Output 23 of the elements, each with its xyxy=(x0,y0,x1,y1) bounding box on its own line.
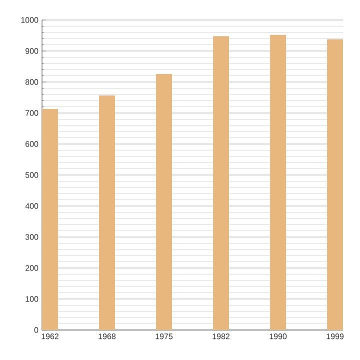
bar xyxy=(327,39,344,330)
x-tick-label: 1962 xyxy=(42,334,58,340)
x-tick-label: 1968 xyxy=(98,334,116,340)
x-tick-label: 1975 xyxy=(156,334,173,340)
y-tick-label: 500 xyxy=(25,172,38,178)
y-tick-label: 800 xyxy=(25,79,38,85)
bar xyxy=(156,74,172,330)
x-tick-label: 1990 xyxy=(270,334,287,340)
y-tick-label: 600 xyxy=(26,141,38,147)
y-tick-label: 400 xyxy=(25,203,38,209)
bar xyxy=(270,34,286,330)
y-tick-label: 1000 xyxy=(21,17,38,23)
y-tick-label: 300 xyxy=(25,234,38,240)
bar xyxy=(42,108,58,330)
x-tick-label: 1982 xyxy=(212,334,230,340)
y-tick-label: 700 xyxy=(26,110,38,116)
y-tick-label: 200 xyxy=(26,265,38,271)
y-tick-label: 0 xyxy=(34,327,38,333)
bar xyxy=(99,95,115,330)
x-tick-label: 1999 xyxy=(326,334,344,340)
y-tick-label: 100 xyxy=(26,296,38,302)
bar xyxy=(213,36,230,330)
y-tick-label: 900 xyxy=(26,48,38,54)
